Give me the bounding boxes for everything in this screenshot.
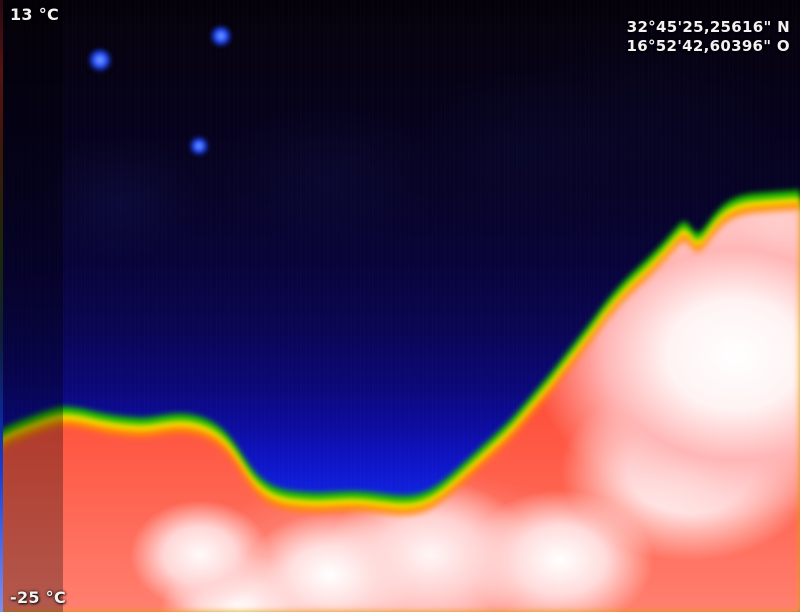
- temperature-max-label: 13 °C: [10, 5, 60, 24]
- left-vignette-band: [3, 0, 63, 612]
- longitude-label: 16°52'42,60396" O: [626, 37, 790, 56]
- coordinates-overlay: 32°45'25,25616" N 16°52'42,60396" O: [627, 18, 791, 56]
- color-scale-strip: [0, 0, 3, 612]
- latitude-label: 32°45'25,25616" N: [626, 18, 790, 36]
- temperature-min-label: -25 °C: [10, 588, 67, 607]
